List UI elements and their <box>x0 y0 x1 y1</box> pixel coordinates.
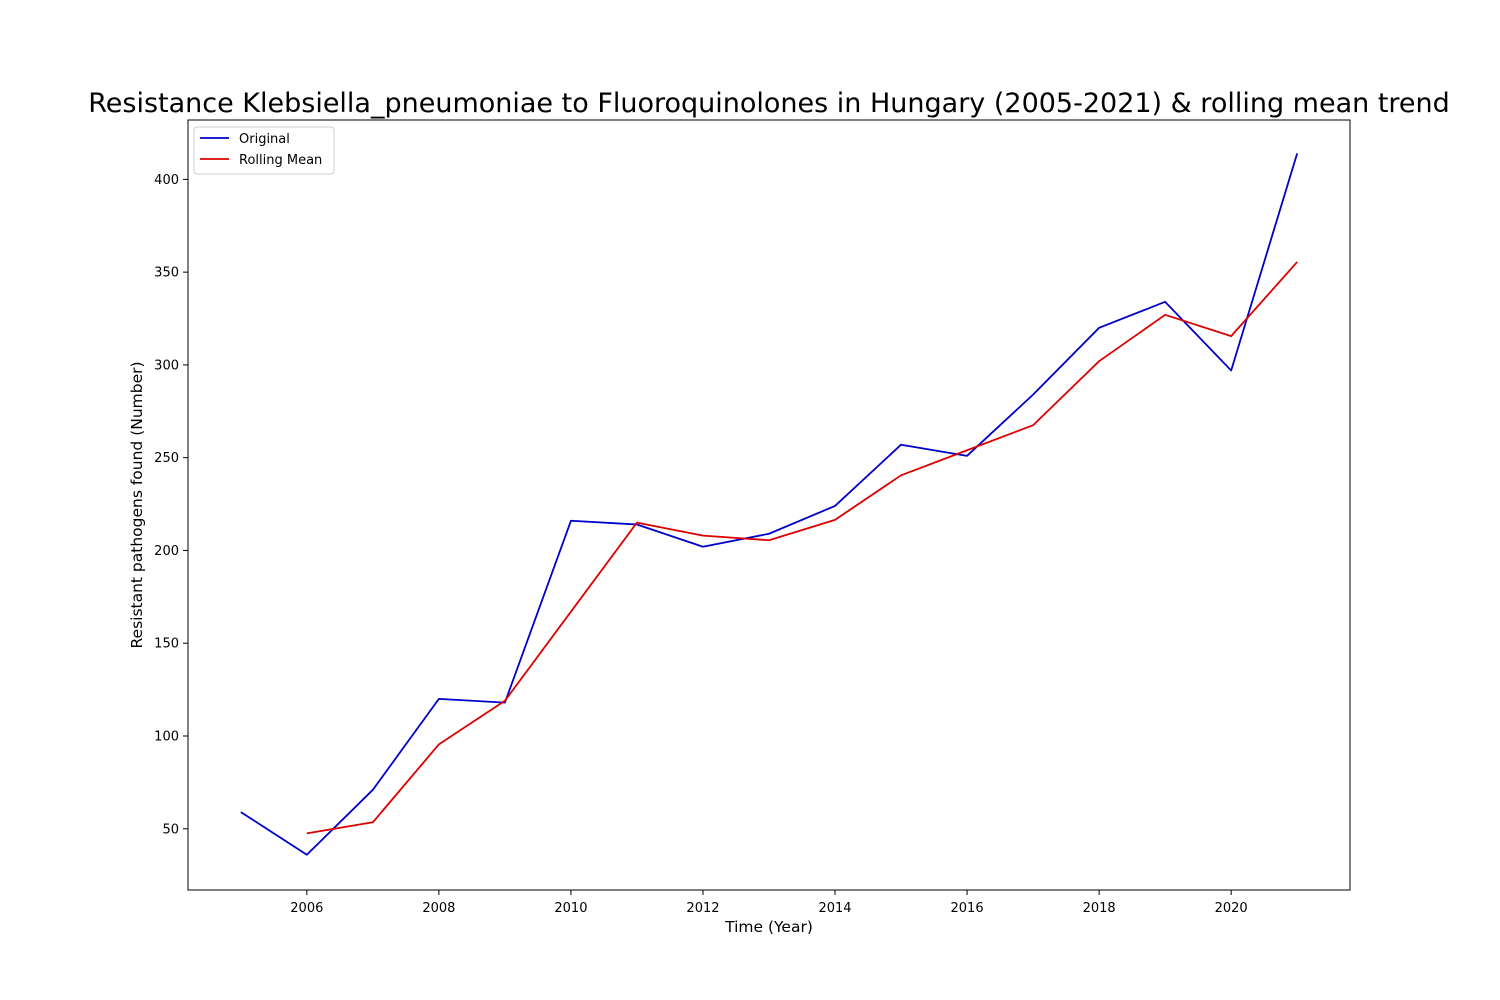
y-tick-label: 300 <box>154 358 179 373</box>
x-axis-ticks: 2006 2008 2010 2012 2014 2016 2018 2020 <box>290 890 1248 916</box>
series-line-rolling-mean <box>306 261 1298 835</box>
series-line-original <box>240 153 1299 856</box>
y-axis-label: Resistant pathogens found (Number) <box>128 361 146 648</box>
y-tick-label: 350 <box>154 266 179 281</box>
x-tick-label: 2006 <box>290 901 323 916</box>
y-tick-label: 200 <box>154 544 179 559</box>
legend-label-rolling-mean: Rolling Mean <box>239 153 322 168</box>
x-tick-label: 2012 <box>686 901 719 916</box>
plot-frame <box>187 119 1351 891</box>
y-axis-ticks: 50 100 150 200 250 300 350 400 <box>154 173 188 837</box>
y-tick-label: 250 <box>154 451 179 466</box>
x-tick-label: 2014 <box>818 901 851 916</box>
y-tick-label: 100 <box>154 730 179 745</box>
legend: Original Rolling Mean <box>193 126 335 175</box>
legend-label-original: Original <box>239 132 290 147</box>
x-tick-label: 2016 <box>951 901 984 916</box>
plot-area <box>188 120 1350 890</box>
x-axis-label: Time (Year) <box>724 918 813 936</box>
x-tick-label: 2020 <box>1215 901 1248 916</box>
x-tick-label: 2010 <box>554 901 587 916</box>
chart-title: Resistance Klebsiella_pneumoniae to Fluo… <box>88 88 1450 119</box>
y-tick-label: 150 <box>154 637 179 652</box>
y-tick-label: 50 <box>162 822 179 837</box>
x-tick-label: 2018 <box>1083 901 1116 916</box>
x-tick-label: 2008 <box>422 901 455 916</box>
series-layer <box>240 153 1299 856</box>
y-tick-label: 400 <box>154 173 179 188</box>
